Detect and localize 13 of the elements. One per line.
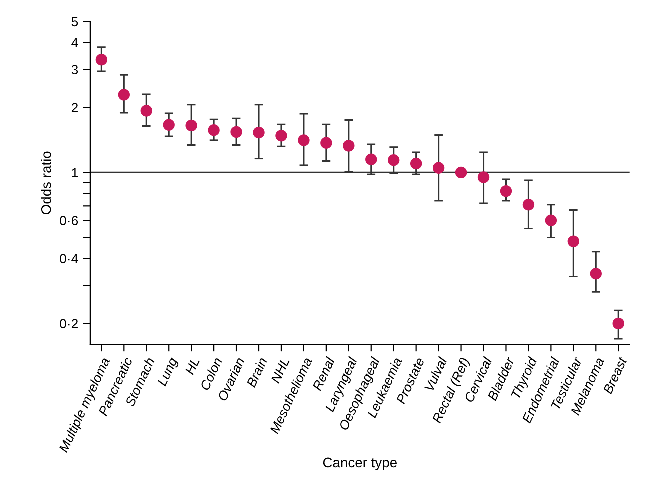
y-tick-label: 0·4	[60, 254, 78, 264]
x-tick-label: Brain	[246, 356, 268, 388]
x-tick-label: HL	[185, 357, 200, 376]
y-tick-label: 1	[72, 168, 78, 178]
y-tick-label: 2	[72, 103, 78, 112]
x-tick-label: Lung	[157, 356, 180, 388]
y-tick-label: 3	[72, 65, 78, 75]
y-tick-label: 0·6	[60, 216, 78, 226]
y-tick-label: 5	[72, 17, 78, 27]
x-axis-title: Cancer type	[323, 458, 397, 470]
y-tick-label: 0·2	[60, 319, 78, 329]
y-axis-title: Odds ratio	[41, 152, 52, 215]
y-tick-label: 4	[72, 38, 78, 48]
